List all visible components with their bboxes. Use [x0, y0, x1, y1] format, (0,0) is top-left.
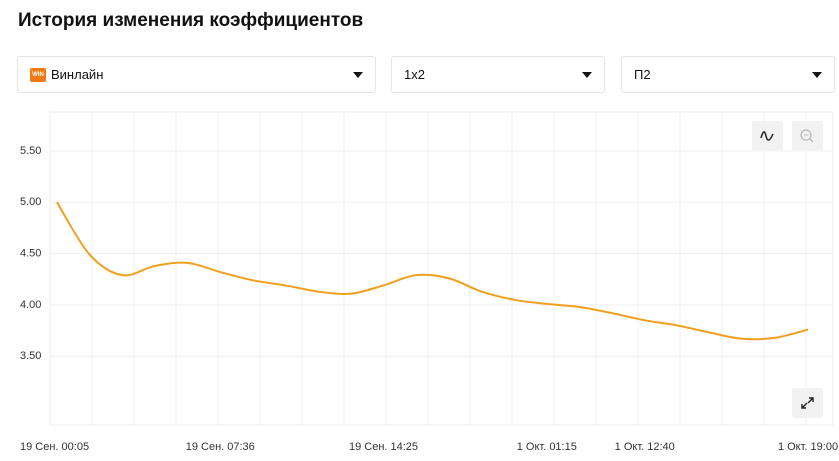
y-tick-label: 4.00: [20, 299, 41, 311]
outcome-select[interactable]: П2: [621, 56, 835, 93]
y-tick-label: 3.50: [20, 350, 41, 362]
line: [56, 201, 809, 341]
x-tick-label: 1 Окт. 19:00: [778, 441, 838, 453]
x-tick-label: 19 Сен. 07:36: [186, 441, 255, 453]
x-tick-label: 19 Сен. 14:25: [349, 441, 418, 453]
smooth-button[interactable]: [752, 121, 783, 151]
fullscreen-button[interactable]: [792, 388, 823, 418]
select-label: 1х2: [404, 67, 425, 82]
y-tick-label: 5.50: [20, 145, 41, 157]
page-title: История изменения коэффициентов: [18, 10, 364, 31]
select-label: П2: [634, 67, 651, 82]
bookmaker-select[interactable]: WIN Винлайн: [17, 56, 376, 93]
plot-area: [49, 111, 834, 426]
market-select[interactable]: 1х2: [391, 56, 605, 93]
select-label: Винлайн: [51, 67, 104, 82]
bookmaker-icon: WIN: [30, 67, 46, 82]
zoom-button[interactable]: [792, 121, 823, 151]
y-tick-label: 5.00: [20, 196, 41, 208]
x-tick-label: 1 Окт. 12:40: [615, 441, 675, 453]
x-tick-label: 19 Сен. 00:05: [20, 441, 89, 453]
x-tick-label: 1 Окт. 01:15: [517, 441, 577, 453]
y-tick-label: 4.50: [20, 248, 41, 260]
